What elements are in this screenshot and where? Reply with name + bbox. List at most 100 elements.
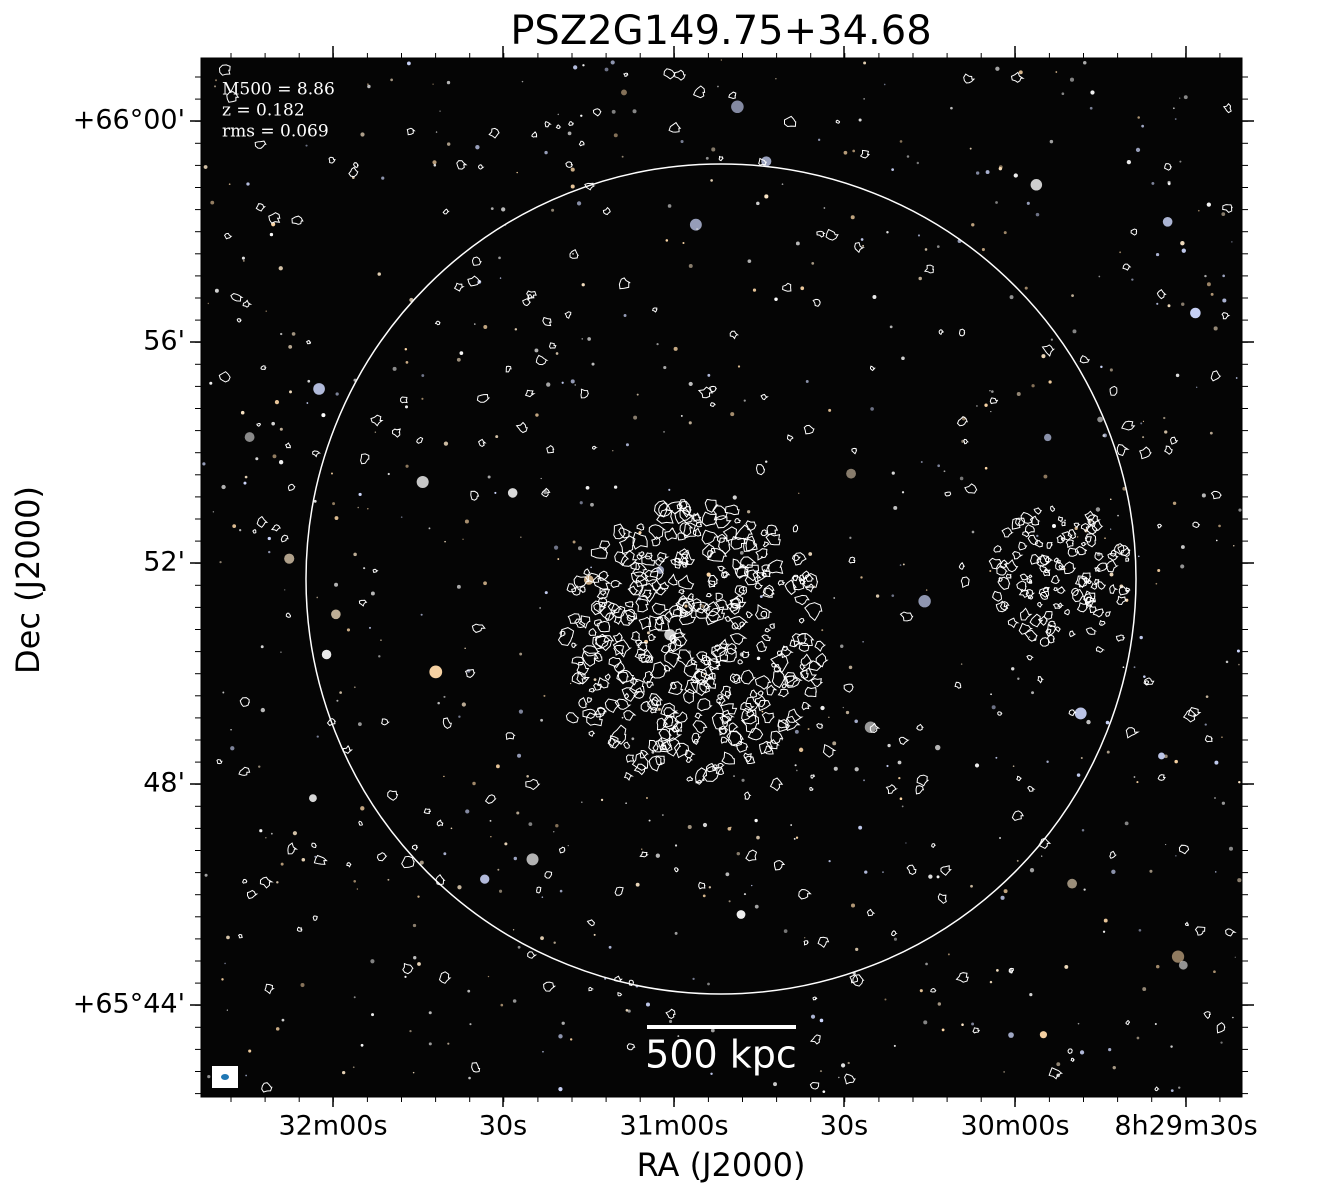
contour: [617, 992, 623, 997]
star: [832, 741, 837, 746]
star: [863, 61, 867, 65]
star: [381, 176, 385, 180]
star: [284, 553, 295, 564]
star: [570, 379, 575, 384]
contour: [720, 685, 732, 698]
star: [975, 171, 980, 175]
contour: [696, 651, 708, 662]
star: [561, 381, 564, 384]
contour: [747, 727, 764, 741]
contour: [716, 696, 726, 708]
star: [1180, 564, 1185, 569]
contour: [740, 701, 755, 713]
contour: [586, 712, 603, 727]
star: [573, 65, 578, 70]
contour: [1027, 580, 1033, 584]
contour: [1113, 543, 1125, 555]
contour: [724, 504, 740, 516]
star: [995, 756, 998, 759]
contour: [1043, 610, 1053, 620]
contour: [614, 698, 632, 710]
contour: [899, 611, 914, 622]
contour: [636, 523, 645, 531]
star: [367, 83, 369, 85]
contour: [739, 556, 757, 569]
contour: [690, 679, 710, 697]
contour: [1027, 785, 1036, 792]
contour: [634, 648, 646, 659]
star: [1043, 474, 1048, 479]
contour: [745, 849, 758, 862]
star: [798, 492, 800, 495]
contour: [816, 723, 824, 729]
contour: [1063, 561, 1077, 575]
star: [808, 552, 813, 556]
star: [546, 382, 551, 387]
star: [823, 207, 826, 209]
contour: [648, 633, 657, 642]
star: [335, 392, 339, 396]
star: [1090, 90, 1095, 95]
star: [1011, 667, 1015, 671]
star: [901, 491, 905, 494]
star: [936, 245, 940, 248]
star: [731, 100, 744, 114]
contour: [254, 140, 267, 149]
star: [667, 204, 672, 208]
contour: [699, 681, 712, 694]
star: [1051, 523, 1057, 528]
star: [863, 779, 865, 782]
star: [687, 824, 692, 830]
star: [336, 699, 339, 702]
star: [886, 764, 889, 768]
contour: [543, 981, 557, 992]
contour: [938, 329, 944, 336]
contour: [663, 68, 676, 80]
contour: [711, 712, 732, 730]
contour: [1073, 522, 1081, 529]
star: [1095, 507, 1101, 512]
star: [1117, 544, 1120, 547]
star: [918, 594, 931, 608]
contour: [598, 570, 610, 581]
contour: [400, 396, 408, 404]
contour: [730, 597, 741, 607]
star: [621, 155, 624, 158]
star: [717, 85, 719, 88]
contour: [218, 64, 231, 76]
star: [555, 352, 559, 355]
contour: [1034, 540, 1044, 548]
contour: [694, 670, 713, 686]
contour: [673, 632, 688, 647]
star: [1083, 60, 1087, 65]
star: [747, 510, 751, 514]
star: [539, 607, 541, 609]
contour: [1116, 443, 1130, 457]
contour: [760, 393, 769, 401]
contour: [442, 208, 450, 215]
star: [1031, 691, 1035, 695]
star: [811, 262, 815, 265]
star: [661, 814, 664, 817]
star: [528, 822, 533, 826]
contour: [646, 680, 654, 689]
contour: [436, 819, 444, 827]
star: [800, 286, 805, 291]
contour: [731, 622, 740, 630]
star: [1204, 723, 1207, 726]
contour: [732, 558, 745, 570]
contour: [558, 846, 566, 854]
contour: [620, 549, 638, 567]
star: [1170, 1089, 1174, 1093]
contour: [754, 582, 763, 590]
star: [984, 466, 988, 470]
contour: [604, 673, 611, 681]
star: [743, 893, 747, 896]
star: [214, 288, 219, 293]
star: [468, 1076, 471, 1080]
contour: [1210, 490, 1223, 500]
contour: [769, 623, 775, 629]
contour: [744, 569, 762, 586]
star: [612, 450, 614, 452]
contour: [727, 730, 744, 747]
